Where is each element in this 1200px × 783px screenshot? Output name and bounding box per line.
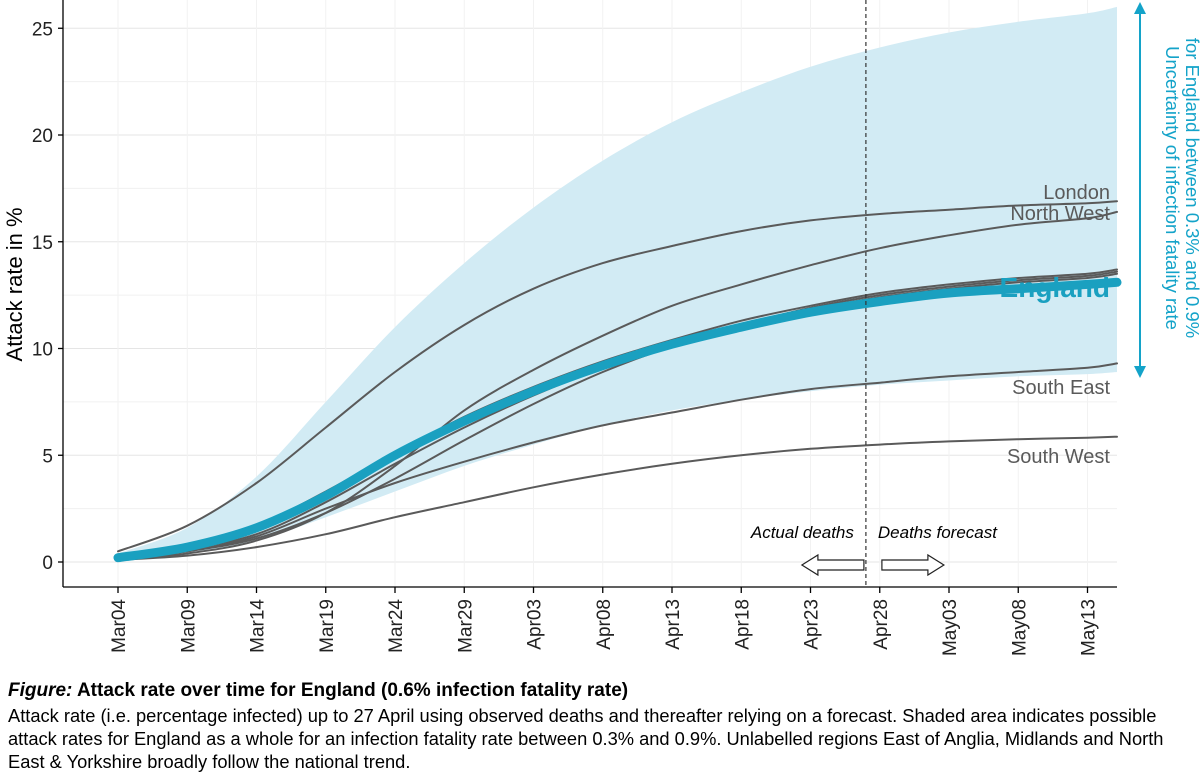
axes: 0 5 10 15 20 25 Mar04 Mar09 Mar14 Mar19 Mar24 Mar29…: [2, 0, 1117, 656]
series-label-south-east: South East: [1012, 377, 1110, 399]
series-line-north-west: [117, 210, 1118, 561]
y-tick-label: 0: [42, 553, 53, 574]
x-tick-label: May03: [940, 599, 961, 656]
x-tick-label: Apr08: [594, 599, 615, 650]
x-tick-label: May08: [1009, 599, 1030, 656]
x-tick-label: Mar14: [248, 599, 269, 653]
uncertainty-arrow-head-bottom: [1134, 366, 1146, 378]
caption-title: Figure: Attack rate over time for Englan…: [8, 680, 1193, 702]
x-tick-label: Apr23: [802, 599, 823, 650]
deaths-forecast-arrow: [881, 553, 946, 577]
uncertainty-band: [118, 6, 1117, 560]
y-axis-label: Attack rate in %: [2, 207, 27, 361]
series-label-london: London: [1043, 182, 1110, 204]
series-label-north-west: North West: [1010, 203, 1110, 225]
uncertainty-arrow-head-top: [1134, 2, 1146, 14]
x-tick-label: Mar19: [317, 599, 338, 653]
figure-caption: Figure: Attack rate over time for Englan…: [8, 680, 1193, 773]
caption-body: Attack rate (i.e. percentage infected) u…: [8, 705, 1164, 772]
actual-deaths-label: Actual deaths: [750, 523, 855, 542]
x-tick-label: May13: [1079, 599, 1100, 656]
y-tick-label: 20: [32, 126, 53, 147]
series-line-london: [117, 200, 1118, 553]
caption-figure-word: Figure:: [8, 680, 73, 701]
y-tick-label: 15: [32, 233, 53, 254]
actual-deaths-arrow: [800, 553, 865, 577]
series-line-south-east: [117, 362, 1118, 561]
series-lines: [113, 200, 1122, 563]
uncertainty-label-line-2: for England between 0.3% and 0.9%: [1182, 38, 1200, 338]
x-tick-label: Apr18: [732, 599, 753, 650]
deaths-forecast-label: Deaths forecast: [878, 523, 998, 542]
x-tick-label: Apr28: [871, 599, 892, 650]
x-tick-label: Mar29: [455, 599, 476, 653]
y-tick-label: 25: [32, 19, 53, 40]
series-line-england: [113, 277, 1122, 563]
y-tick-label: 5: [42, 446, 53, 467]
x-tick-label: Mar04: [109, 599, 130, 653]
caption-title-text: Attack rate over time for England (0.6% …: [72, 680, 629, 701]
x-tick-label: Mar09: [178, 599, 199, 653]
y-tick-label: 10: [32, 340, 53, 361]
uncertainty-label-line-1: Uncertainty of infection fatality rate: [1162, 46, 1183, 330]
x-tick-label: Apr03: [525, 599, 546, 650]
series-label-england: England: [1000, 272, 1110, 303]
x-tick-label: Mar24: [386, 599, 407, 653]
series-line-south-west: [117, 435, 1118, 561]
x-tick-label: Apr13: [663, 599, 684, 650]
series-label-south-west: South West: [1007, 446, 1110, 468]
attack-rate-chart: 0 5 10 15 20 25 Mar04 Mar09 Mar14 Mar19 Mar24 Mar29…: [2, 0, 1200, 656]
